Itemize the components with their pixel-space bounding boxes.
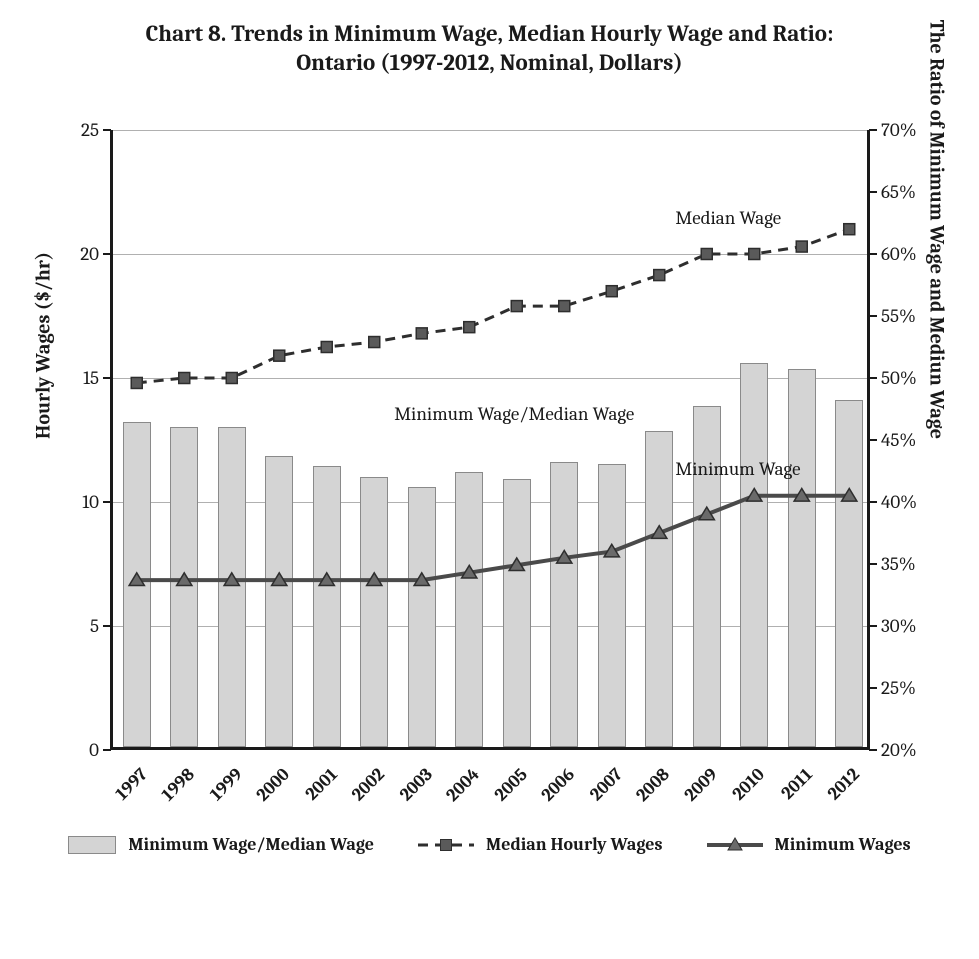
annotation: Median Wage <box>675 207 781 229</box>
x-axis-label: 2001 <box>301 764 342 805</box>
legend-swatch-line <box>707 836 763 854</box>
ylabel-right: 40% <box>867 491 917 513</box>
y-axis-left-title: Hourly Wages ($/hr) <box>32 251 55 438</box>
ylabel-left: 10 <box>82 491 113 513</box>
series-marker <box>416 328 427 339</box>
ylabel-left: 5 <box>90 615 113 637</box>
series-marker <box>606 286 617 297</box>
x-axis-label: 2005 <box>490 764 531 805</box>
legend-label: Minimum Wages <box>775 834 911 855</box>
series-marker <box>844 224 855 235</box>
legend-item: Minimum Wage/Median Wage <box>68 834 374 855</box>
series-marker <box>274 350 285 361</box>
ylabel-right: 25% <box>867 677 916 699</box>
ylabel-right: 35% <box>867 553 916 575</box>
ylabel-left: 15 <box>83 367 113 389</box>
annotation: Minimum Wage <box>675 458 800 480</box>
x-axis-label: 2008 <box>632 764 674 806</box>
ylabel-left: 25 <box>81 119 113 141</box>
legend-swatch-line <box>418 836 474 854</box>
x-axis-label: 2010 <box>728 764 769 805</box>
series-marker <box>654 270 665 281</box>
x-axis-label: 2011 <box>777 764 817 804</box>
ylabel-left: 20 <box>80 243 113 265</box>
ylabel-right: 20% <box>867 739 917 761</box>
series-line <box>137 496 850 580</box>
legend-label: Minimum Wage/Median Wage <box>128 834 374 855</box>
x-axis-label: 2000 <box>252 764 294 806</box>
series-marker <box>511 301 522 312</box>
x-axis-label: 2004 <box>442 764 484 806</box>
series-marker <box>796 241 807 252</box>
legend-swatch-bar <box>68 836 116 854</box>
x-axis-label: 1999 <box>206 764 247 805</box>
legend-item: Median Hourly Wages <box>418 834 663 855</box>
ylabel-right: 70% <box>867 119 917 141</box>
chart-title: Chart 8. Trends in Minimum Wage, Median … <box>0 20 979 78</box>
annotation: Minimum Wage/Median Wage <box>394 403 634 425</box>
chart-title-line1: Chart 8. Trends in Minimum Wage, Median … <box>0 20 979 49</box>
legend: Minimum Wage/Median Wage Median Hourly Wa… <box>0 834 979 855</box>
plot-area: 0510152025 20%25%30%35%40%45%50%55%60%65… <box>110 130 870 750</box>
series-marker <box>226 373 237 384</box>
ylabel-right: 60% <box>867 243 917 265</box>
ylabel-right: 45% <box>867 429 916 451</box>
series-marker <box>369 337 380 348</box>
series-marker <box>131 377 142 388</box>
series-marker <box>179 373 190 384</box>
ylabel-right: 55% <box>867 305 916 327</box>
x-axis-label: 2002 <box>348 764 389 805</box>
series-marker <box>749 249 760 260</box>
series-marker <box>321 342 332 353</box>
x-axis-label: 1997 <box>111 764 152 805</box>
ylabel-right: 65% <box>867 181 916 203</box>
x-axis-label: 2012 <box>824 764 864 804</box>
legend-item: Minimum Wages <box>707 834 911 855</box>
x-axis-label: 1998 <box>158 764 199 805</box>
x-axis-label: 2003 <box>395 764 436 805</box>
ylabel-right: 30% <box>867 615 917 637</box>
x-axis-label: 2006 <box>537 764 579 806</box>
series-marker <box>701 249 712 260</box>
chart-title-line2: Ontario (1997-2012, Nominal, Dollars) <box>0 49 979 78</box>
y-axis-right-title: The Ratio of Minimum Wage and Mediun Wag… <box>926 19 949 438</box>
series-marker <box>464 322 475 333</box>
legend-label: Median Hourly Wages <box>486 834 663 855</box>
x-axis-label: 2009 <box>680 764 722 806</box>
ylabel-right: 50% <box>867 367 917 389</box>
x-axis-label: 2007 <box>585 764 626 805</box>
series-marker <box>559 301 570 312</box>
ylabel-left: 0 <box>89 739 113 761</box>
chart-container: Chart 8. Trends in Minimum Wage, Median … <box>0 0 979 959</box>
series-line <box>137 229 850 383</box>
